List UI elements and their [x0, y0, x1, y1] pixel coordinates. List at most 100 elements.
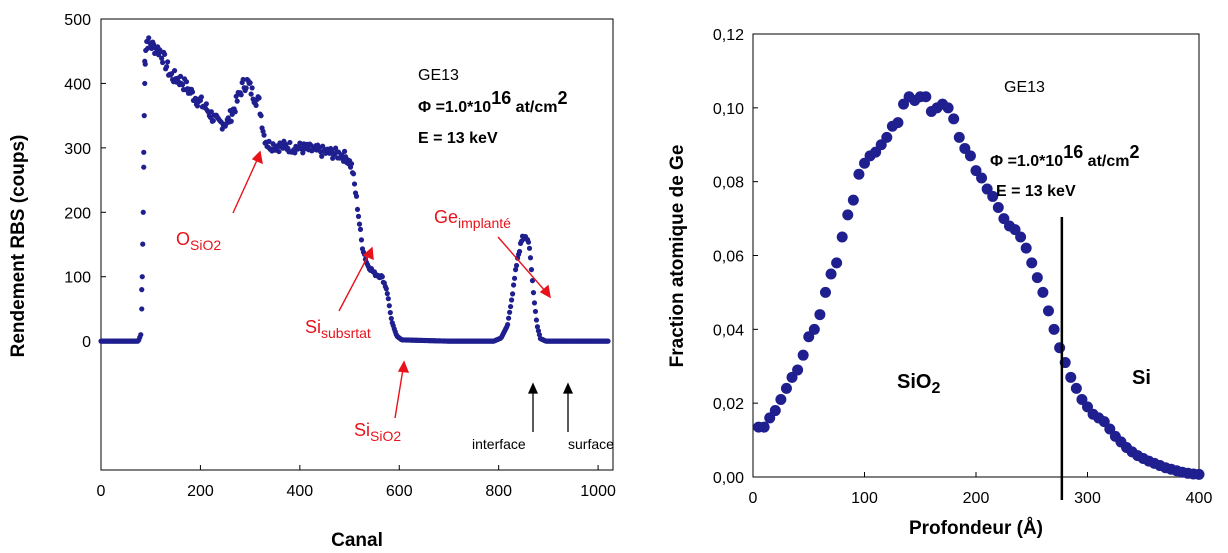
rbs-data-point	[139, 306, 145, 312]
rbs-data-point	[225, 115, 231, 121]
rbs-data-point	[142, 61, 148, 67]
rbs-data-point	[159, 55, 165, 61]
si-region-label: Si	[1132, 367, 1151, 389]
rbs-data-point	[234, 98, 240, 104]
rbs-data-point	[210, 118, 216, 124]
rbs-data-point	[510, 282, 517, 288]
rbs-data-point	[508, 297, 515, 303]
right-y-axis-title: Fraction atomique de Ge	[667, 145, 688, 368]
o-sio2-label: OSiO2	[176, 229, 221, 253]
rbs-data-point	[142, 80, 148, 87]
rbs-data-point	[531, 300, 538, 306]
rbs-data-point	[240, 76, 246, 83]
rbs-data-point	[506, 315, 512, 321]
rbs-data-point	[333, 145, 339, 151]
arrow-o-head	[251, 150, 263, 165]
rbs-data-point	[388, 315, 394, 322]
rbs-data-point	[149, 45, 155, 52]
rbs-data-point	[385, 296, 391, 302]
rbs-data-point	[319, 153, 325, 159]
left-y-tick-label: 500	[64, 12, 91, 29]
rbs-data-point	[248, 91, 254, 97]
left-x-tick-label: 800	[485, 483, 512, 500]
rbs-data-point	[356, 221, 363, 227]
right-x-tick-label: 300	[1074, 490, 1101, 507]
sio2-region-label: SiO2	[897, 371, 940, 397]
rbs-data-point	[179, 82, 186, 88]
rbs-data-point	[247, 80, 253, 86]
ge-fraction-point	[853, 168, 865, 180]
right-x-axis: 0 100 200 300 400	[749, 472, 1213, 507]
left-y-tick-label: 200	[64, 205, 91, 222]
rbs-data-point	[189, 89, 196, 95]
si-sio2-label: SiSiO2	[354, 420, 401, 444]
ge-fraction-point	[842, 209, 854, 221]
black-arrows	[527, 382, 574, 432]
right-y-tick-label: 0,12	[713, 27, 744, 44]
rbs-data-point	[357, 226, 364, 232]
rbs-data-point	[287, 139, 293, 146]
rbs-data-point	[171, 68, 178, 74]
rbs-data-point	[513, 262, 520, 269]
ge-fraction-point	[953, 131, 965, 143]
rbs-data-point	[266, 138, 272, 144]
ge-fraction-point	[808, 323, 820, 335]
rbs-data-point	[138, 332, 144, 338]
rbs-data-point	[526, 245, 533, 251]
ge-fraction-point	[819, 286, 831, 298]
rbs-data-point	[198, 94, 205, 100]
rbs-data-point	[533, 317, 540, 323]
rbs-data-point	[355, 213, 362, 219]
rbs-data-point	[192, 95, 199, 101]
rbs-data-point	[160, 59, 166, 66]
rbs-data-point	[208, 109, 214, 115]
left-x-axis: 0 200 400 600 800 1000	[97, 465, 616, 500]
red-arrows	[232, 150, 551, 419]
right-series	[753, 91, 1205, 480]
right-x-tick-label: 200	[963, 490, 990, 507]
arrow-interface-head	[527, 382, 539, 394]
rbs-data-point	[140, 241, 146, 247]
ge-fraction-point	[792, 364, 804, 376]
ge-profile-chart: 0,00 0,02 0,04 0,06 0,08 0,10 0,12 0 100 200 300 4…	[667, 27, 1212, 539]
ge-fraction-point	[814, 309, 826, 321]
left-y-tick-label: 400	[64, 76, 91, 93]
rbs-data-point	[139, 274, 145, 280]
rbs-data-point	[383, 286, 389, 292]
rbs-data-point	[203, 101, 209, 107]
left-sample-label: GE13	[418, 67, 459, 84]
rbs-data-point	[348, 161, 355, 167]
ge-fraction-point	[881, 131, 893, 143]
ge-fraction-point	[847, 194, 859, 206]
ge-fraction-point	[1070, 382, 1082, 394]
rbs-data-point	[177, 73, 184, 79]
right-y-tick-label: 0,08	[713, 175, 744, 192]
ge-fraction-point	[836, 231, 848, 243]
right-x-tick-label: 400	[1186, 490, 1213, 507]
rbs-data-point	[258, 113, 264, 119]
rbs-data-point	[256, 95, 262, 101]
rbs-data-point	[140, 209, 146, 215]
ge-fraction-point	[758, 421, 770, 433]
rbs-data-point	[183, 79, 190, 85]
arrow-si-sub	[338, 253, 370, 312]
si-substrat-label: Sisubsrtat	[305, 317, 371, 341]
rbs-spectrum-chart: 0 100 200 300 400 500 0 200 400 600 800 1000 Rende…	[8, 12, 616, 551]
surface-label: surface	[568, 436, 614, 452]
arrow-ge-head	[539, 284, 551, 299]
right-x-tick-label: 100	[851, 490, 878, 507]
rbs-data-point	[139, 287, 145, 293]
right-y-tick-label: 0,10	[713, 101, 744, 118]
rbs-data-point	[243, 85, 249, 91]
rbs-data-point	[509, 291, 516, 297]
left-x-tick-label: 400	[286, 483, 313, 500]
left-y-axis: 0 100 200 300 400 500	[64, 12, 106, 351]
ge-fraction-point	[780, 382, 792, 394]
right-energy-label: E = 13 keV	[996, 183, 1076, 200]
rbs-data-point	[507, 309, 513, 315]
arrow-si-sio2	[394, 368, 404, 419]
ge-fraction-point	[992, 202, 1004, 214]
ge-fraction-point	[964, 150, 976, 162]
arrow-surface-head	[562, 382, 574, 394]
